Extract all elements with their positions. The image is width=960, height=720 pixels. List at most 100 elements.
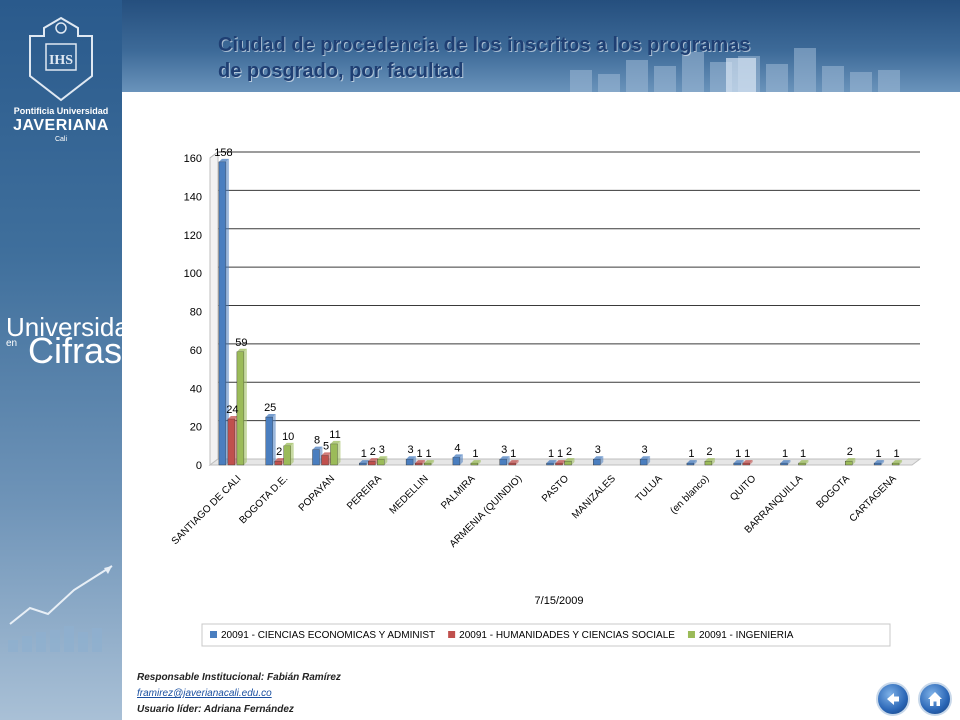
y-tick-label: 140: [184, 191, 202, 203]
footer-email-link[interactable]: framirez@javerianacali.edu.co: [137, 688, 272, 699]
data-label: 1: [472, 448, 478, 460]
legend-swatch: [210, 631, 217, 638]
bar-side: [506, 456, 510, 465]
bar-top: [274, 458, 285, 462]
bar-face: [780, 462, 788, 466]
bar-side: [571, 458, 575, 465]
chart-bars: [218, 158, 903, 466]
legend-box: [201, 623, 891, 647]
bar-side: [740, 460, 744, 465]
bar-side: [553, 460, 557, 465]
data-label: 10: [282, 431, 294, 443]
y-tick-label: 60: [190, 345, 202, 357]
svg-text:IHS: IHS: [49, 53, 73, 68]
y-tick-label: 40: [190, 383, 202, 395]
bar-face: [368, 460, 376, 466]
x-tick-label: BOGOTA: [814, 473, 852, 511]
bar: [405, 456, 417, 466]
bar-top: [874, 460, 885, 464]
brand-word-cifras: Cifras: [28, 330, 123, 371]
bar-side: [431, 460, 435, 465]
bar: [423, 460, 435, 466]
data-label: 2: [276, 446, 282, 458]
data-label: 59: [235, 337, 247, 349]
bar-top: [499, 456, 510, 460]
legend-item: 20091 - CIENCIAS ECONOMICAS Y ADMINIST: [210, 630, 435, 641]
bar-face: [555, 462, 563, 466]
bar: [377, 456, 388, 466]
back-button[interactable]: [876, 682, 910, 716]
bar: [873, 460, 885, 466]
bar-face: [265, 416, 273, 466]
legend-item: 20091 - INGENIERIA: [687, 630, 794, 641]
bar-side: [337, 440, 341, 465]
bar-face: [227, 418, 236, 466]
bar-face: [499, 459, 507, 466]
bar-top: [780, 460, 791, 464]
bar-face: [891, 462, 900, 466]
bar-top: [555, 460, 566, 464]
bar-side: [272, 414, 276, 465]
bar: [593, 456, 604, 466]
data-label: 5: [323, 440, 329, 452]
bar: [283, 442, 294, 466]
x-tick-label: CARTAGENA: [848, 473, 899, 524]
bar: [265, 414, 276, 466]
bar-top: [704, 458, 715, 462]
data-label: 25: [264, 402, 276, 414]
x-tick-label: (en blanco): [668, 473, 711, 516]
x-tick-label: POPAYAN: [297, 473, 337, 513]
data-label: 1: [782, 448, 788, 460]
footer-lider: Usuario líder: Adriana Fernández: [137, 704, 294, 715]
data-label: 8: [314, 435, 320, 447]
data-label: 3: [595, 444, 601, 456]
legend-swatch: [448, 631, 456, 638]
logo-line-1: Pontificia Universidad: [13, 106, 109, 116]
bar-side: [422, 460, 426, 465]
bar: [359, 460, 370, 466]
bar-face: [508, 462, 516, 466]
x-tick-label: PEREIRA: [345, 473, 384, 512]
data-label: 1: [426, 448, 432, 460]
arrow-left-icon: [887, 693, 899, 705]
brand-word-universidad: Universidad: [6, 312, 144, 342]
bar-side: [787, 460, 791, 465]
bar-side: [881, 460, 885, 465]
bar-side: [459, 454, 463, 465]
bar-top: [218, 158, 229, 162]
javeriana-crest-logo: IHS: [29, 16, 93, 102]
legend-label: 20091 - INGENIERIA: [699, 630, 794, 641]
bar-face: [359, 462, 367, 466]
chart-walls: [208, 151, 922, 466]
data-label: 2: [370, 446, 376, 458]
data-label: 1: [557, 448, 563, 460]
x-tick-label: BOGOTA D.E.: [237, 473, 290, 526]
bar-face: [283, 445, 291, 466]
data-label: 1: [800, 448, 806, 460]
x-tick-label: MEDELLIN: [388, 473, 431, 516]
home-button[interactable]: [918, 682, 952, 716]
bar: [798, 460, 809, 466]
bar-top: [452, 454, 463, 458]
bar: [546, 460, 557, 466]
bar-top: [742, 460, 753, 464]
bar: [508, 460, 519, 466]
bar-top: [415, 460, 426, 464]
bar-face: [218, 161, 227, 466]
bar-top: [733, 460, 744, 464]
bar: [742, 460, 753, 466]
bar-top: [424, 460, 435, 464]
legend: 20091 - CIENCIAS ECONOMICAS Y ADMINIST 20…: [210, 630, 794, 641]
bar-top: [377, 456, 388, 460]
data-label: 1: [688, 448, 694, 460]
data-label: 1: [548, 448, 554, 460]
bar-top: [321, 452, 332, 456]
bar: [368, 458, 379, 466]
bar: [452, 454, 463, 466]
bar-top: [470, 460, 481, 464]
brand-word-en: en: [6, 338, 18, 349]
footer-responsable: Responsable Institucional: Fabián Ramíre…: [137, 672, 341, 683]
y-tick-label: 160: [184, 153, 202, 165]
bar-side: [384, 456, 388, 465]
bar: [704, 458, 715, 466]
